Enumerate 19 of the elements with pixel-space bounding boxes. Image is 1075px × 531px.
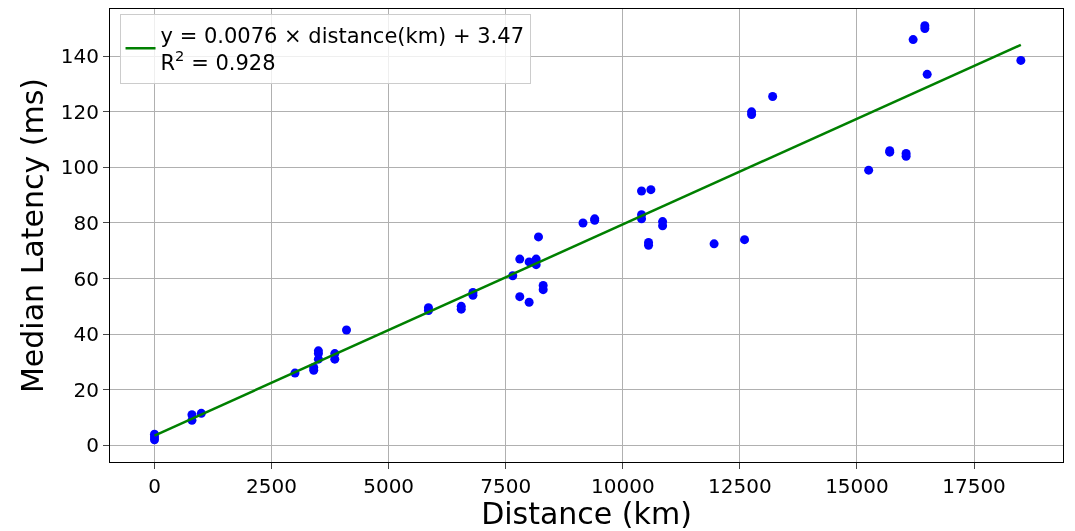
y-axis-title: Median Latency (ms): [14, 77, 50, 394]
y-tick-label: 40: [73, 322, 99, 347]
y-tick-label: 120: [60, 99, 99, 124]
x-tick-label: 0: [148, 474, 161, 498]
x-tick-label: 5000: [363, 474, 415, 498]
x-tick-label: 2500: [246, 474, 298, 498]
y-tick-label: 0: [86, 433, 99, 458]
y-tick-label: 100: [60, 155, 99, 180]
x-tick-label: 10000: [590, 474, 655, 498]
y-tick-label: 60: [73, 266, 99, 291]
x-tick-label: 7500: [480, 474, 532, 498]
y-tick-label: 20: [73, 377, 99, 402]
x-tick-label: 15000: [825, 474, 889, 498]
legend-label: y = 0.0076 × distance(km) + 3.47 R$^{2}$ = 0.928: [160, 23, 525, 76]
y-tick-label: 140: [60, 44, 99, 69]
x-tick-label: 12500: [708, 474, 772, 498]
x-axis-title: Distance (km): [481, 496, 692, 531]
y-tick-label: 80: [73, 210, 99, 235]
x-tick-label: 17500: [942, 474, 1006, 498]
